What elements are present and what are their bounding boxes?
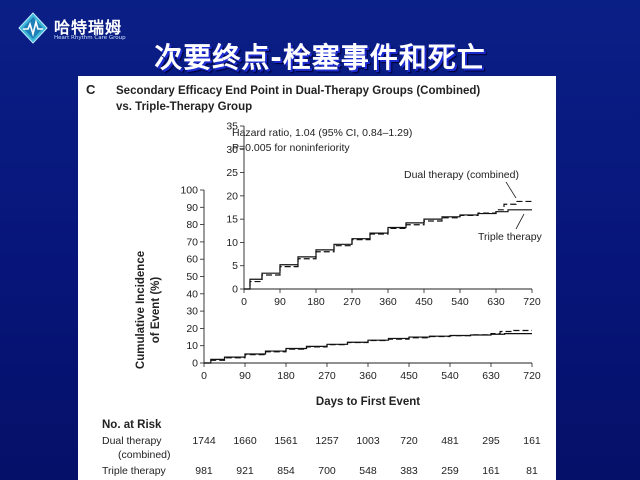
inset-y-tick-label: 35	[226, 121, 238, 133]
km-chart: C Secondary Efficacy End Point in Dual-T…	[86, 82, 543, 477]
chart-title-line2: vs. Triple-Therapy Group	[116, 101, 252, 113]
inset-x-tick-label: 450	[415, 296, 433, 308]
inset-y-tick-label: 25	[226, 167, 238, 179]
inset-series-line-dual	[244, 200, 532, 290]
risk-value-dual: 1744	[192, 435, 216, 447]
main-x-tick-label: 180	[277, 370, 295, 382]
main-y-tick-label: 20	[186, 323, 198, 335]
slide-title: 次要终点-栓塞事件和死亡	[154, 41, 486, 74]
chart-panel: C Secondary Efficacy End Point in Dual-T…	[78, 76, 556, 480]
main-y-tick-label: 40	[186, 288, 198, 300]
y-axis-label-line1: Cumulative Incidence	[135, 251, 147, 369]
inset-y-tick-label: 20	[226, 190, 238, 202]
inset-x-tick-label: 360	[379, 296, 397, 308]
inset-annotation-line2: P=0.005 for noninferiority	[232, 142, 350, 154]
main-x-tick-label: 720	[523, 370, 541, 382]
inset-x-tick-label: 90	[274, 296, 286, 308]
risk-value-triple: 548	[359, 465, 377, 477]
risk-value-triple: 700	[318, 465, 336, 477]
inset-annotation-line1: Hazard ratio, 1.04 (95% CI, 0.84–1.29)	[232, 127, 412, 139]
risk-value-triple: 161	[482, 465, 500, 477]
risk-value-triple: 259	[441, 465, 459, 477]
risk-value-triple: 921	[236, 465, 254, 477]
main-series-line-triple	[204, 332, 532, 364]
main-x-tick-label: 450	[400, 370, 418, 382]
inset-x-tick-label: 630	[487, 296, 505, 308]
inset-y-tick-label: 10	[226, 237, 238, 249]
risk-value-triple: 81	[526, 465, 538, 477]
legend-label-dual: Dual therapy (combined)	[404, 169, 519, 181]
main-x-tick-label: 360	[359, 370, 377, 382]
inset-y-tick-label: 5	[232, 260, 238, 272]
main-x-tick-label: 0	[201, 370, 207, 382]
logo-chinese-name: 哈特瑞姆	[54, 18, 123, 37]
main-y-tick-label: 90	[186, 202, 198, 214]
risk-value-dual: 1257	[315, 435, 339, 447]
risk-table-values: 1744 1660 1561 1257 1003 720 481 295 161 981 921 85…	[192, 435, 541, 477]
main-y-tick-label: 10	[186, 340, 198, 352]
inset-plot: 0 5 10 15 20 25 30 35 0 90 180 270 360 450 540 630 720	[226, 121, 541, 309]
inset-x-tick-label: 0	[241, 296, 247, 308]
risk-value-dual: 1561	[274, 435, 298, 447]
risk-row-label-dual: Dual therapy	[102, 435, 162, 447]
inset-y-tick-label: 0	[232, 284, 238, 296]
risk-value-triple: 854	[277, 465, 295, 477]
main-x-tick-label: 540	[441, 370, 459, 382]
risk-value-triple: 383	[400, 465, 418, 477]
legend-pointer-dual	[505, 181, 517, 199]
inset-x-tick-label: 540	[451, 296, 469, 308]
x-axis-label: Days to First Event	[316, 396, 420, 408]
main-y-tick-label: 100	[180, 185, 198, 197]
inset-y-tick-label: 15	[226, 214, 238, 226]
risk-table-header: No. at Risk	[102, 419, 162, 431]
y-axis-label-line2: of Event (%)	[150, 277, 162, 344]
inset-x-tick-label: 720	[523, 296, 541, 308]
logo-english-name: Heart Rhythm Care Group	[54, 35, 126, 41]
inset-x-tick-label: 180	[307, 296, 325, 308]
inset-y-tick-label: 30	[226, 144, 238, 156]
main-y-tick-label: 80	[186, 219, 198, 231]
risk-value-triple: 981	[195, 465, 213, 477]
main-y-tick-label: 60	[186, 254, 198, 266]
inset-x-tick-label: 270	[343, 296, 361, 308]
risk-row-label-triple: Triple therapy	[102, 465, 167, 477]
risk-value-dual: 720	[400, 435, 418, 447]
risk-value-dual: 1660	[233, 435, 257, 447]
company-logo: 哈特瑞姆 Heart Rhythm Care Group	[14, 8, 144, 48]
main-x-tick-label: 90	[239, 370, 251, 382]
main-y-tick-label: 70	[186, 236, 198, 248]
main-x-tick-label: 270	[318, 370, 336, 382]
risk-value-dual: 481	[441, 435, 459, 447]
main-x-tick-label: 630	[482, 370, 500, 382]
risk-value-dual: 161	[523, 435, 541, 447]
risk-value-dual: 295	[482, 435, 500, 447]
panel-letter: C	[86, 82, 96, 97]
risk-value-dual: 1003	[356, 435, 380, 447]
chart-title-line1: Secondary Efficacy End Point in Dual-The…	[116, 85, 480, 97]
inset-series-line-triple	[244, 209, 532, 290]
diamond-logo-icon	[18, 12, 48, 44]
legend-label-triple: Triple therapy	[478, 231, 543, 243]
legend-pointer-triple	[515, 213, 525, 230]
main-y-tick-label: 0	[192, 358, 198, 370]
main-y-tick-label: 30	[186, 306, 198, 318]
risk-row-label-dual-line2: (combined)	[118, 449, 171, 461]
main-y-tick-label: 50	[186, 271, 198, 283]
